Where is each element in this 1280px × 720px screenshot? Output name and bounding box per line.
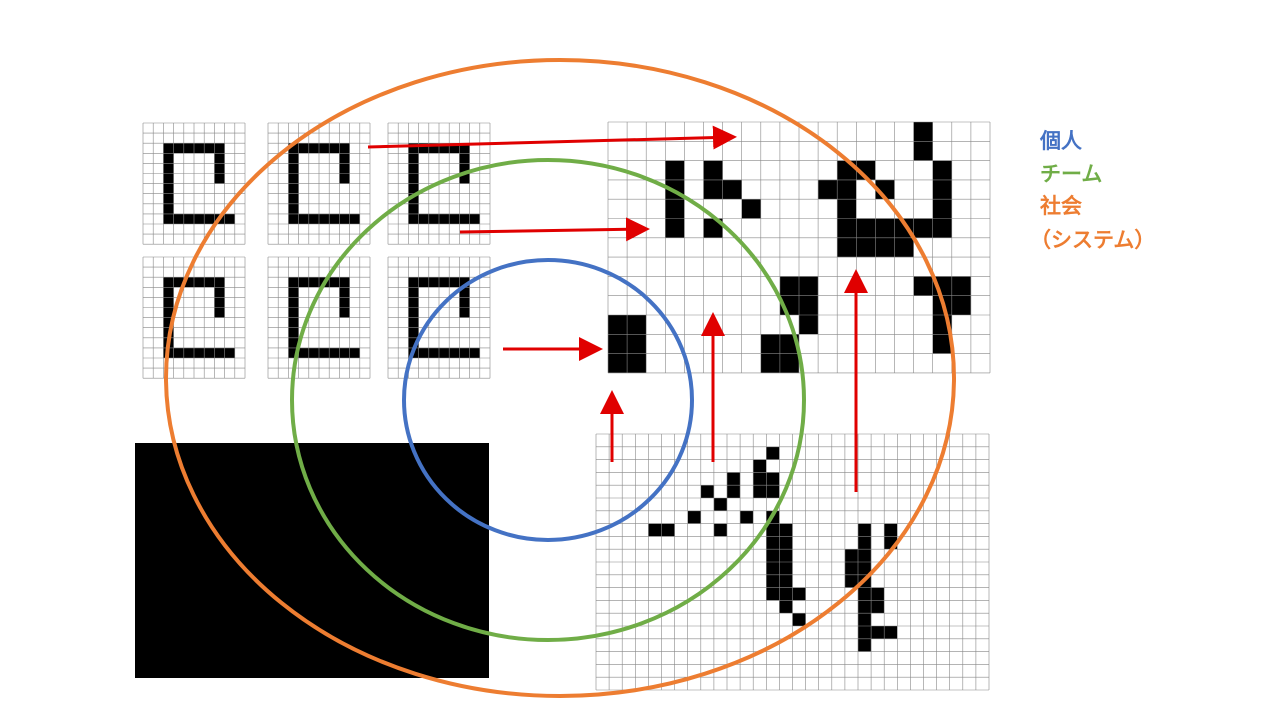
grid-lines bbox=[142, 256, 246, 379]
pixel bbox=[713, 498, 727, 511]
team-circle bbox=[290, 158, 806, 642]
pixel bbox=[779, 523, 793, 588]
pixel bbox=[753, 459, 767, 473]
pixel bbox=[703, 218, 723, 238]
arrow bbox=[459, 217, 650, 242]
pixel bbox=[799, 315, 819, 335]
legend-team: チーム bbox=[1040, 162, 1102, 186]
pixel bbox=[856, 237, 914, 258]
pixel bbox=[913, 276, 971, 296]
pixel bbox=[722, 179, 742, 200]
pixel bbox=[665, 160, 685, 180]
pixel bbox=[818, 179, 838, 200]
pixel bbox=[687, 510, 701, 524]
grid-lines bbox=[142, 122, 246, 245]
pixel bbox=[792, 613, 806, 626]
pixel bbox=[713, 523, 727, 537]
legend-system: （システム） bbox=[1030, 228, 1155, 252]
pixel bbox=[837, 199, 857, 258]
pixel bbox=[740, 510, 754, 524]
society-circle bbox=[164, 58, 956, 698]
pixel bbox=[766, 446, 780, 460]
individual-circle bbox=[402, 258, 694, 542]
circles bbox=[164, 58, 956, 698]
grid-lines bbox=[267, 256, 371, 379]
arrows bbox=[367, 125, 868, 492]
legend-individual: 個人 bbox=[1039, 129, 1082, 153]
pixel bbox=[665, 218, 685, 238]
pixel bbox=[700, 485, 714, 498]
grid-lines bbox=[607, 121, 991, 374]
legend-society: 社会 bbox=[1039, 194, 1082, 218]
arrow bbox=[367, 125, 737, 150]
grid-lines bbox=[267, 122, 371, 245]
pixel bbox=[741, 199, 761, 219]
pixel bbox=[792, 587, 806, 601]
